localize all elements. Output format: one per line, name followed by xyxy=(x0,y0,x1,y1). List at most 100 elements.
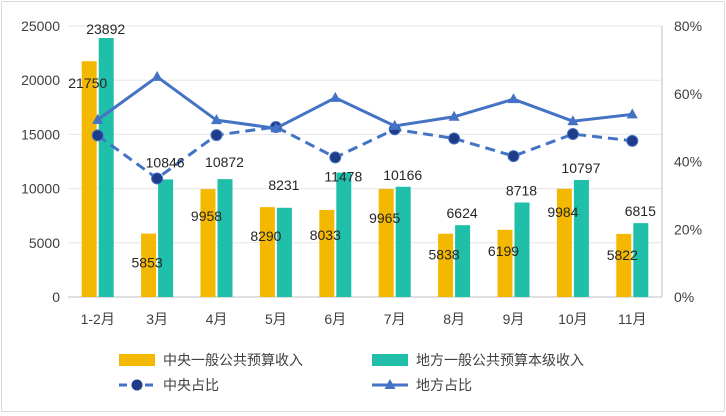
line-point xyxy=(389,119,401,130)
legend-label: 中央一般公共预算收入 xyxy=(163,352,303,368)
bar xyxy=(81,61,97,298)
bar-value-label: 11478 xyxy=(324,169,362,185)
line-point xyxy=(210,129,223,142)
bar-value-label: 9984 xyxy=(547,204,578,220)
legend-label: 地方一般公共预算本级收入 xyxy=(416,352,584,368)
line-point xyxy=(508,93,519,104)
bar-value-label: 5853 xyxy=(132,255,163,271)
line-point xyxy=(151,172,164,185)
bar-value-label: 21750 xyxy=(68,75,107,91)
bar xyxy=(514,202,530,297)
legend-marker xyxy=(384,379,396,389)
bar xyxy=(141,233,157,297)
bar-value-label: 8033 xyxy=(310,227,341,243)
series-line xyxy=(96,75,633,130)
line-point xyxy=(211,114,222,125)
bar-value-label: 9958 xyxy=(191,208,222,224)
legend-swatch xyxy=(119,354,155,366)
bar xyxy=(98,38,114,298)
line-point xyxy=(91,129,104,142)
bar xyxy=(158,179,174,297)
bar xyxy=(336,172,352,297)
bar xyxy=(319,209,335,297)
right-tick-label: 80% xyxy=(674,18,702,34)
bar-value-label: 8290 xyxy=(250,228,281,244)
data-labels: 21750 5853 9958 8290 8033 9965 5838 6199 9984 582… xyxy=(68,21,656,271)
chart: 0 5000 10000 15000 20000 25000 0% 20% 40% 60% 80%… xyxy=(21,18,702,393)
bar-value-label: 23892 xyxy=(86,21,125,37)
bar xyxy=(259,207,275,297)
legend-label: 中央占比 xyxy=(163,377,219,393)
left-tick-label: 15000 xyxy=(21,126,60,142)
x-tick-label: 8月 xyxy=(443,311,465,327)
bar-value-label: 8718 xyxy=(506,182,537,198)
right-tick-label: 40% xyxy=(674,154,702,170)
bar-value-label: 10797 xyxy=(561,160,600,176)
line-point xyxy=(507,150,520,163)
right-axis: 0% 20% 40% 60% 80% xyxy=(674,18,702,305)
legend-swatch xyxy=(372,354,408,366)
right-tick-label: 0% xyxy=(674,289,694,305)
line-point xyxy=(448,110,460,121)
left-tick-label: 20000 xyxy=(21,72,60,88)
bar-value-label: 8231 xyxy=(268,177,299,193)
line-point xyxy=(626,108,638,119)
x-tick-label: 1-2月 xyxy=(81,311,115,327)
left-tick-label: 10000 xyxy=(21,181,60,197)
line-point xyxy=(626,134,639,147)
x-tick-label: 9月 xyxy=(503,311,525,327)
series-line xyxy=(96,125,633,180)
line-point xyxy=(270,122,282,133)
bar-value-label: 10872 xyxy=(205,154,244,170)
legend-item: 中央一般公共预算收入 xyxy=(119,352,303,368)
bar-value-label: 5838 xyxy=(429,247,460,263)
bar xyxy=(200,189,216,297)
left-tick-label: 0 xyxy=(52,289,60,305)
line-point xyxy=(329,151,342,164)
left-axis: 0 5000 10000 15000 20000 25000 xyxy=(21,18,60,305)
bar xyxy=(573,179,589,297)
bar-series xyxy=(81,38,649,298)
x-tick-label: 4月 xyxy=(206,311,228,327)
line-point xyxy=(92,113,104,124)
line-point xyxy=(151,70,163,81)
x-axis: 1-2月 3月 4月 5月 6月 7月 8月 9月 10月 11月 xyxy=(81,311,647,327)
right-tick-label: 20% xyxy=(674,221,702,237)
x-tick-label: 11月 xyxy=(618,311,647,327)
x-tick-label: 10月 xyxy=(558,311,588,327)
legend-label: 地方占比 xyxy=(416,377,472,393)
bar-value-label: 9965 xyxy=(369,210,400,226)
bar xyxy=(438,233,454,297)
bar xyxy=(556,188,572,297)
bar-value-label: 5822 xyxy=(607,247,638,263)
legend-item: 地方一般公共预算本级收入 xyxy=(372,352,584,368)
line-series xyxy=(91,70,639,185)
bar xyxy=(633,223,649,297)
bar xyxy=(276,207,292,297)
bar-value-label: 10166 xyxy=(383,167,422,183)
bar xyxy=(378,188,394,297)
line-point xyxy=(566,128,579,141)
x-tick-label: 5月 xyxy=(265,311,287,327)
x-tick-label: 6月 xyxy=(324,311,346,327)
bar-value-label: 6199 xyxy=(488,243,519,259)
line-point xyxy=(448,132,461,145)
bar xyxy=(217,179,233,297)
legend-item: 地方占比 xyxy=(372,377,472,393)
left-tick-label: 5000 xyxy=(29,235,60,251)
bar-value-label: 10846 xyxy=(146,154,185,170)
bar-value-label: 6815 xyxy=(625,203,656,219)
bar-value-label: 6624 xyxy=(447,205,478,221)
bar xyxy=(497,229,513,297)
x-tick-label: 7月 xyxy=(384,311,406,327)
legend-item: 中央占比 xyxy=(119,377,219,393)
line-point xyxy=(567,115,579,126)
x-tick-label: 3月 xyxy=(146,311,168,327)
bar xyxy=(616,233,632,297)
right-tick-label: 60% xyxy=(674,86,702,102)
line-point xyxy=(329,91,341,102)
bar xyxy=(395,186,411,297)
left-tick-label: 25000 xyxy=(21,18,60,34)
